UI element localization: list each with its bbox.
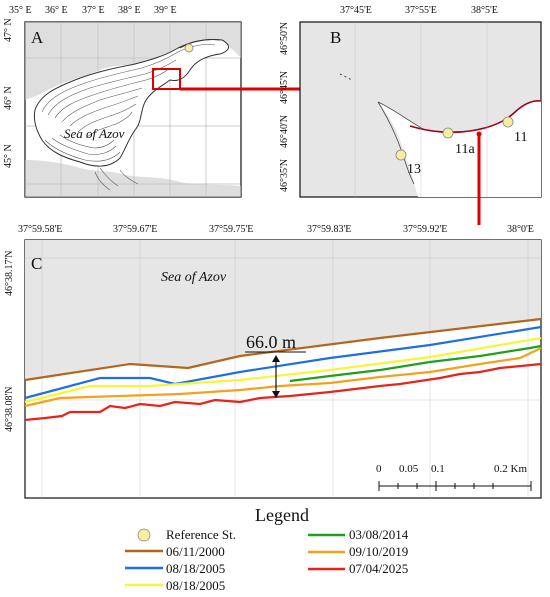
lon-tick: 37°45'E	[340, 5, 372, 16]
panel-b-letter: B	[330, 28, 342, 47]
legend-item-label: 07/04/2025	[349, 561, 409, 576]
land-north	[25, 22, 241, 100]
legend-item-label: 03/08/2014	[349, 527, 409, 542]
shoreline-09-10-2019	[24, 347, 542, 408]
panel-a-sea-label: Sea of Azov	[64, 126, 125, 141]
shoreline-08-18-2005-yellow	[24, 336, 542, 404]
lat-tick: 45° N	[3, 138, 14, 168]
lat-tick-text: 45° N	[3, 144, 14, 168]
shoreline-07-04-2025	[24, 362, 542, 422]
lon-tick: 37°59.67'E	[113, 224, 158, 235]
legend-item-label: 08/18/2005	[166, 561, 226, 576]
land-south	[25, 160, 241, 197]
lon-tick: 36° E	[45, 5, 68, 16]
lat-tick-text: 47° N	[3, 18, 14, 42]
land-b	[378, 100, 541, 197]
scale-label: 0.2 Km	[494, 463, 527, 475]
measurement-label: 66.0 m	[246, 332, 297, 352]
lat-tick: 46°38.08'N	[4, 386, 15, 432]
legend-title: Legend	[255, 505, 309, 525]
lon-tick: 35° E	[9, 5, 32, 16]
shoreline-03-08-2014	[289, 344, 542, 383]
sea-c	[25, 240, 541, 380]
panel-c-sea-label: Sea of Azov	[161, 270, 227, 285]
lat-tick: 46°50'N	[279, 21, 290, 55]
station-label: 11	[514, 130, 528, 145]
panel-b	[299, 21, 542, 225]
station-label: 11a	[455, 142, 475, 157]
panel-a-lon-ticks: 35° E 36° E 37° E 38° E 39° E	[9, 5, 249, 19]
lon-tick: 38°5'E	[471, 5, 498, 16]
panel-a-letter: A	[31, 28, 44, 47]
scale-label: 0.05	[399, 463, 419, 475]
lat-tick-text: 46° N	[3, 86, 14, 110]
legend-item-label: Reference St.	[166, 527, 237, 542]
panel-c-letter: C	[31, 254, 43, 273]
scale-bar	[378, 481, 532, 491]
lat-tick: 46°35'N	[279, 158, 290, 192]
legend-item-label: 08/18/2005	[166, 578, 226, 593]
shoreline-06-11-2000	[24, 317, 542, 382]
scale-label: 0.1	[431, 463, 445, 475]
lon-tick: 37°59.83'E	[307, 224, 352, 235]
lon-tick: 37°59.75'E	[209, 224, 254, 235]
lon-tick: 38° E	[118, 5, 141, 16]
scale-label: 0	[376, 463, 382, 475]
lat-tick: 46°45'N	[279, 70, 290, 104]
lon-tick: 37° E	[82, 5, 105, 16]
lon-tick: 38°0'E	[507, 224, 534, 235]
legend-item-label: 06/11/2000	[166, 544, 225, 559]
legend-symbols	[125, 528, 345, 587]
lat-tick: 46° N	[3, 80, 14, 110]
station-label: 13	[407, 162, 421, 177]
panel-c	[24, 239, 542, 499]
shoreline-08-18-2005-blue	[24, 325, 542, 400]
lat-tick: 47° N	[3, 12, 14, 42]
lon-tick: 39° E	[154, 5, 177, 16]
lon-tick: 37°59.92'E	[403, 224, 448, 235]
lon-tick: 37°59.58'E	[18, 224, 63, 235]
lon-tick: 37°55'E	[405, 5, 437, 16]
lat-tick: 46°38.17'N	[4, 250, 15, 296]
panel-a	[24, 21, 242, 198]
lat-tick: 46°40'N	[279, 114, 290, 148]
legend-item-label: 09/10/2019	[349, 544, 409, 559]
